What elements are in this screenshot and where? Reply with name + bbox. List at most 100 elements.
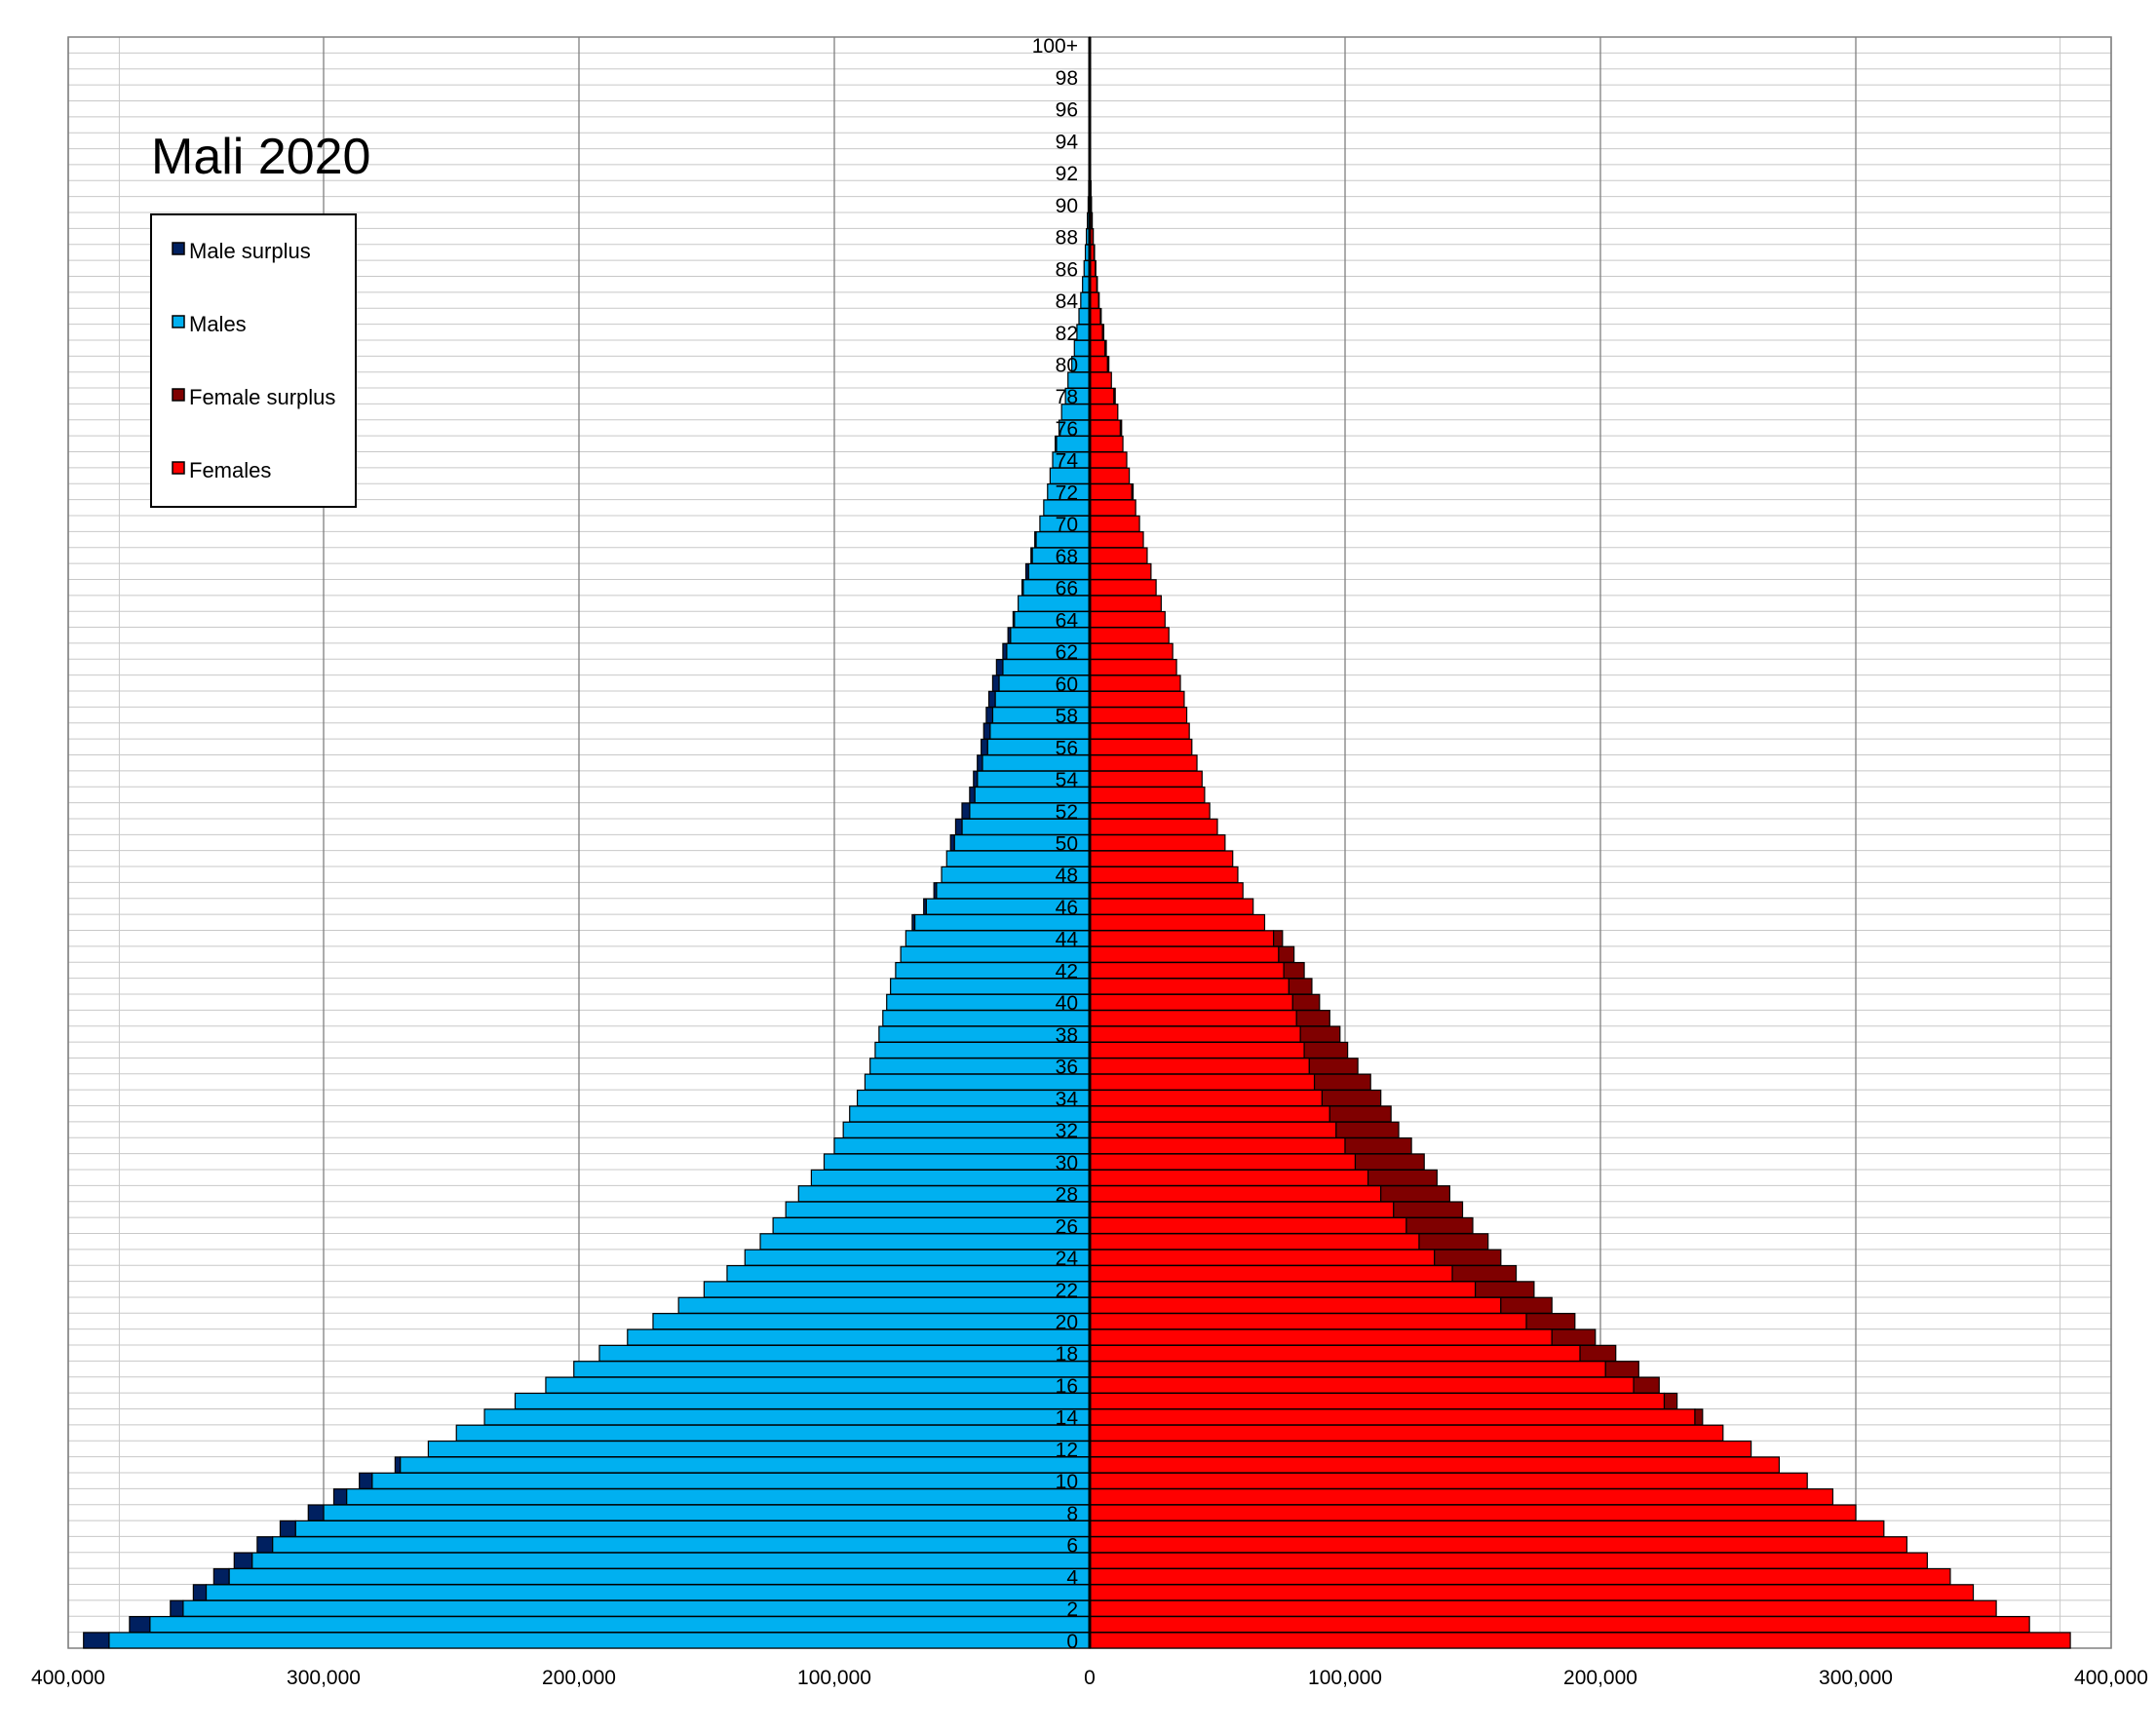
female-bar xyxy=(1089,882,1244,900)
x-tick-label: 200,000 xyxy=(542,1667,616,1689)
female-bar xyxy=(1089,1552,1928,1569)
female-bar xyxy=(1089,722,1190,740)
female-bar xyxy=(1089,770,1203,788)
male-surplus-bar xyxy=(995,659,1004,676)
male-surplus-bar xyxy=(256,1536,274,1554)
male-bar xyxy=(744,1249,1091,1266)
male-surplus-bar xyxy=(1034,531,1037,549)
female-bar xyxy=(1089,499,1136,517)
male-bar xyxy=(294,1520,1091,1538)
female-surplus-bar xyxy=(1278,945,1295,963)
male-bar xyxy=(182,1599,1091,1617)
age-label: 32 xyxy=(1056,1120,1078,1142)
female-bar xyxy=(1089,562,1152,581)
female-bar xyxy=(1089,1472,1808,1489)
female-surplus-bar xyxy=(1551,1328,1597,1346)
female-surplus-bar xyxy=(1288,978,1313,995)
female-bar xyxy=(1089,1249,1436,1266)
female-surplus-bar xyxy=(1119,419,1123,437)
female-bar xyxy=(1089,1504,1857,1521)
male-surplus-bar xyxy=(982,722,991,740)
age-label: 30 xyxy=(1056,1152,1078,1174)
female-bar xyxy=(1089,1025,1301,1043)
male-surplus-bar xyxy=(192,1584,208,1601)
female-bar xyxy=(1089,627,1170,644)
male-bar xyxy=(833,1137,1091,1155)
male-surplus-bar xyxy=(991,674,1000,692)
male-bar xyxy=(149,1615,1091,1634)
female-surplus-bar xyxy=(1328,1105,1392,1123)
legend-label: Females xyxy=(189,458,271,482)
female-bar xyxy=(1089,1264,1453,1283)
age-label: 80 xyxy=(1056,355,1078,377)
age-label: 74 xyxy=(1056,450,1079,473)
female-surplus-bar xyxy=(1604,1361,1639,1378)
female-bar xyxy=(1089,1328,1553,1346)
female-bar xyxy=(1089,866,1239,884)
male-bar xyxy=(272,1536,1091,1554)
female-surplus-bar xyxy=(1475,1281,1535,1298)
male-surplus-bar xyxy=(923,898,927,915)
male-surplus-bar xyxy=(332,1488,348,1506)
age-label: 14 xyxy=(1056,1407,1079,1430)
male-bar xyxy=(1076,324,1091,341)
female-bar xyxy=(1089,1058,1310,1075)
age-label: 70 xyxy=(1056,514,1078,536)
x-tick-label: 300,000 xyxy=(1819,1667,1893,1689)
female-surplus-bar xyxy=(1354,1153,1425,1171)
male-surplus-bar xyxy=(954,818,963,835)
female-bar xyxy=(1089,1536,1908,1554)
age-label: 28 xyxy=(1056,1184,1078,1207)
female-surplus-bar xyxy=(1131,482,1135,501)
age-label: 86 xyxy=(1056,258,1078,281)
male-bar xyxy=(205,1584,1091,1601)
female-bar xyxy=(1089,595,1162,612)
age-label: 40 xyxy=(1056,992,1078,1015)
female-bar xyxy=(1089,451,1128,469)
age-label: 16 xyxy=(1056,1375,1078,1398)
age-label: 2 xyxy=(1066,1598,1078,1621)
female-surplus-bar xyxy=(1099,307,1102,326)
female-bar xyxy=(1089,898,1254,915)
male-bar xyxy=(514,1392,1091,1410)
female-bar xyxy=(1089,1201,1395,1218)
male-bar xyxy=(251,1552,1091,1569)
female-bar xyxy=(1089,1216,1407,1235)
age-label: 6 xyxy=(1066,1535,1078,1558)
age-label: 42 xyxy=(1056,960,1078,982)
male-surplus-bar xyxy=(83,1632,110,1649)
female-surplus-bar xyxy=(1303,1041,1349,1059)
female-bar xyxy=(1089,1089,1324,1107)
male-surplus-bar xyxy=(973,770,979,788)
age-label: 46 xyxy=(1056,897,1078,919)
female-bar xyxy=(1089,993,1293,1011)
male-surplus-bar xyxy=(949,834,955,852)
male-bar xyxy=(759,1233,1091,1251)
female-bar xyxy=(1089,754,1198,772)
female-bar xyxy=(1089,307,1101,326)
female-bar xyxy=(1089,1313,1527,1330)
male-bar xyxy=(726,1264,1091,1283)
female-surplus-bar xyxy=(1291,993,1321,1011)
female-surplus-bar xyxy=(1295,1010,1330,1027)
male-bar xyxy=(108,1632,1091,1649)
female-surplus-bar xyxy=(1097,291,1100,309)
bars-group xyxy=(83,36,2071,1649)
legend-label: Males xyxy=(189,312,247,336)
age-label: 56 xyxy=(1056,737,1078,759)
female-bar xyxy=(1089,387,1115,405)
female-bar xyxy=(1089,850,1234,867)
male-bar xyxy=(823,1153,1091,1171)
female-bar xyxy=(1089,802,1211,820)
male-surplus-bar xyxy=(279,1520,296,1538)
male-surplus-bar xyxy=(1024,562,1029,581)
female-surplus-bar xyxy=(1663,1392,1678,1410)
female-surplus-bar xyxy=(1335,1121,1400,1138)
male-bar xyxy=(1018,595,1091,612)
age-label: 18 xyxy=(1056,1343,1078,1366)
female-bar xyxy=(1089,1185,1382,1203)
female-surplus-bar xyxy=(1434,1249,1502,1266)
female-bar xyxy=(1089,531,1144,549)
female-bar xyxy=(1089,961,1285,980)
